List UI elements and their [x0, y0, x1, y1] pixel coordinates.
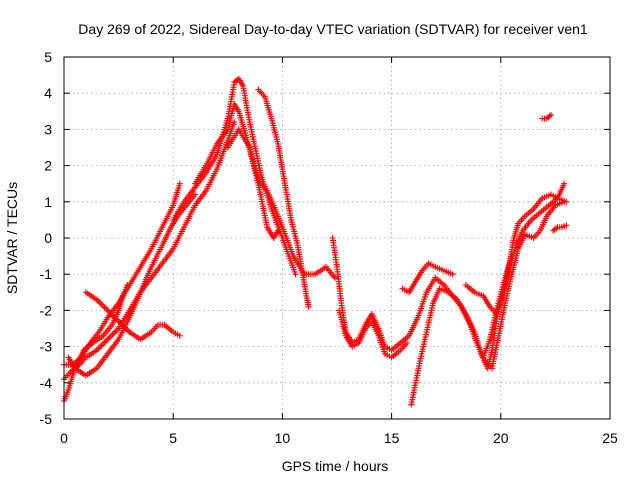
series-arc-e — [82, 289, 183, 343]
data-point — [403, 339, 410, 346]
data-point — [548, 111, 555, 118]
series-arc-o — [482, 198, 568, 372]
series-arc-h — [255, 86, 312, 310]
y-tick-label: 3 — [44, 121, 52, 137]
data-point — [561, 198, 568, 205]
data-point — [561, 180, 568, 187]
series-arc-p — [539, 111, 555, 122]
series-arc-q — [550, 222, 570, 234]
x-tick-label: 25 — [602, 430, 618, 446]
y-tick-label: -2 — [40, 302, 53, 318]
plot-frame — [63, 56, 611, 420]
x-tick-label: 20 — [493, 430, 509, 446]
data-point — [305, 303, 312, 310]
y-tick-label: 1 — [44, 194, 52, 210]
data-point — [449, 271, 456, 278]
y-tick-label: 4 — [44, 85, 52, 101]
axis-ticks — [63, 56, 611, 420]
series-arc-l — [399, 260, 456, 296]
y-axis-label: SDTVAR / TECUs — [4, 182, 20, 294]
data-point — [331, 274, 338, 281]
data-points — [61, 75, 570, 408]
y-tick-labels: -5 -4 -3 -2 -1 0 1 2 3 4 5 — [40, 49, 53, 427]
y-tick-label: -1 — [40, 266, 53, 282]
series-arc-d — [61, 119, 238, 383]
series-arc-k — [336, 307, 410, 361]
y-tick-label: 2 — [44, 158, 52, 174]
y-tick-label: -5 — [40, 411, 53, 427]
chart-title: Day 269 of 2022, Sidereal Day-to-day VTE… — [78, 21, 588, 37]
data-point — [192, 191, 199, 198]
y-tick-label: 5 — [44, 49, 52, 65]
x-tick-labels: 0 5 10 15 20 25 — [60, 430, 618, 446]
data-point — [176, 332, 183, 339]
series-arc-n — [462, 180, 568, 318]
x-tick-label: 5 — [169, 430, 177, 446]
y-tick-label: -3 — [40, 339, 53, 355]
y-tick-label: -4 — [40, 375, 53, 391]
data-point — [275, 227, 282, 234]
data-point — [176, 180, 183, 187]
x-tick-label: 10 — [275, 430, 291, 446]
data-point — [292, 271, 299, 278]
x-tick-label: 15 — [384, 430, 400, 446]
data-point — [563, 222, 570, 229]
y-tick-label: 0 — [44, 230, 52, 246]
x-axis-label: GPS time / hours — [282, 458, 389, 474]
x-tick-label: 0 — [60, 430, 68, 446]
series-arc-i — [224, 126, 282, 241]
